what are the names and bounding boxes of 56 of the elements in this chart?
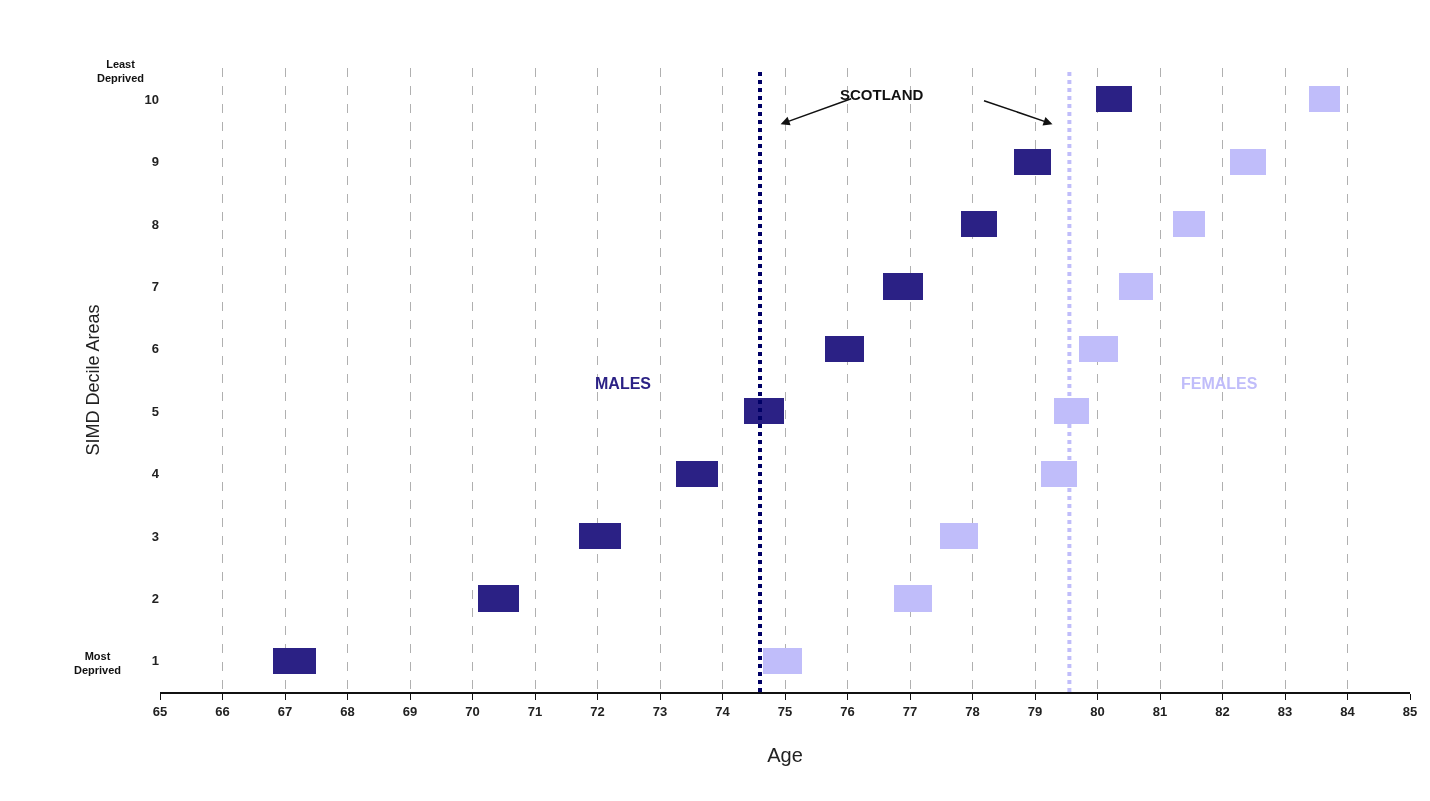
- bar: [676, 461, 718, 487]
- x-tick-label: 76: [840, 703, 855, 719]
- x-tick-label: 78: [965, 703, 980, 719]
- x-tick-label: 69: [402, 703, 418, 719]
- x-tick-label: 70: [465, 703, 480, 719]
- text: MALES: [595, 375, 652, 392]
- y-tick-label: 3: [151, 528, 159, 544]
- x-tick-label: 79: [1027, 703, 1043, 719]
- x-tick-label: 81: [1152, 703, 1168, 719]
- x-tick-label: 72: [590, 703, 605, 719]
- x-tick-label: 66: [215, 703, 230, 719]
- x-tick-label: 71: [527, 703, 543, 719]
- x-tick-label: 73: [652, 703, 668, 719]
- bar: [1119, 273, 1153, 300]
- x-axis-title: Age: [767, 743, 803, 766]
- y-tick-label: 9: [151, 154, 159, 170]
- bar: [940, 523, 978, 549]
- y-tick-label: 10: [144, 91, 159, 107]
- y-tick-label: 8: [151, 216, 159, 232]
- x-tick-label: 75: [777, 703, 793, 719]
- y-tick-label: 1: [151, 653, 159, 669]
- y-tick-label: 4: [151, 466, 160, 482]
- x-tick-label: 82: [1215, 703, 1230, 719]
- x-tick-label: 84: [1340, 703, 1356, 719]
- bar: [961, 211, 997, 237]
- bar: [883, 273, 923, 300]
- x-tick-label: 83: [1277, 703, 1293, 719]
- bar: [763, 648, 802, 674]
- bar: [744, 398, 784, 424]
- bar: [273, 648, 316, 674]
- x-tick-label: 68: [340, 703, 355, 719]
- text: FEMALES: [1181, 375, 1258, 392]
- y-tick-label: 7: [151, 278, 159, 294]
- x-tick-label: 77: [902, 703, 918, 719]
- text: Most Deprived: [74, 650, 122, 677]
- bar: [579, 523, 621, 549]
- bar: [1309, 86, 1340, 112]
- bar: [478, 585, 519, 612]
- bar: [825, 336, 864, 362]
- bar: [1096, 86, 1132, 112]
- x-tick-label: 67: [277, 703, 293, 719]
- bar: [1014, 149, 1051, 175]
- y-tick-label: 5: [151, 403, 159, 419]
- annotation: SCOTLAND: [840, 86, 924, 103]
- x-tick-label: 85: [1402, 703, 1418, 719]
- y-axis-title: SIMD Decile Areas: [82, 304, 103, 456]
- bar: [1173, 211, 1205, 237]
- text: Least Deprived: [97, 58, 145, 85]
- x-tick-label: 74: [715, 703, 731, 719]
- y-tick-label: 6: [151, 341, 159, 357]
- x-tick-label: 80: [1090, 703, 1105, 719]
- bar: [1079, 336, 1118, 362]
- bar: [1230, 149, 1266, 175]
- x-tick-label: 65: [152, 703, 168, 719]
- bar: [894, 585, 932, 612]
- y-tick-label: 2: [151, 590, 159, 606]
